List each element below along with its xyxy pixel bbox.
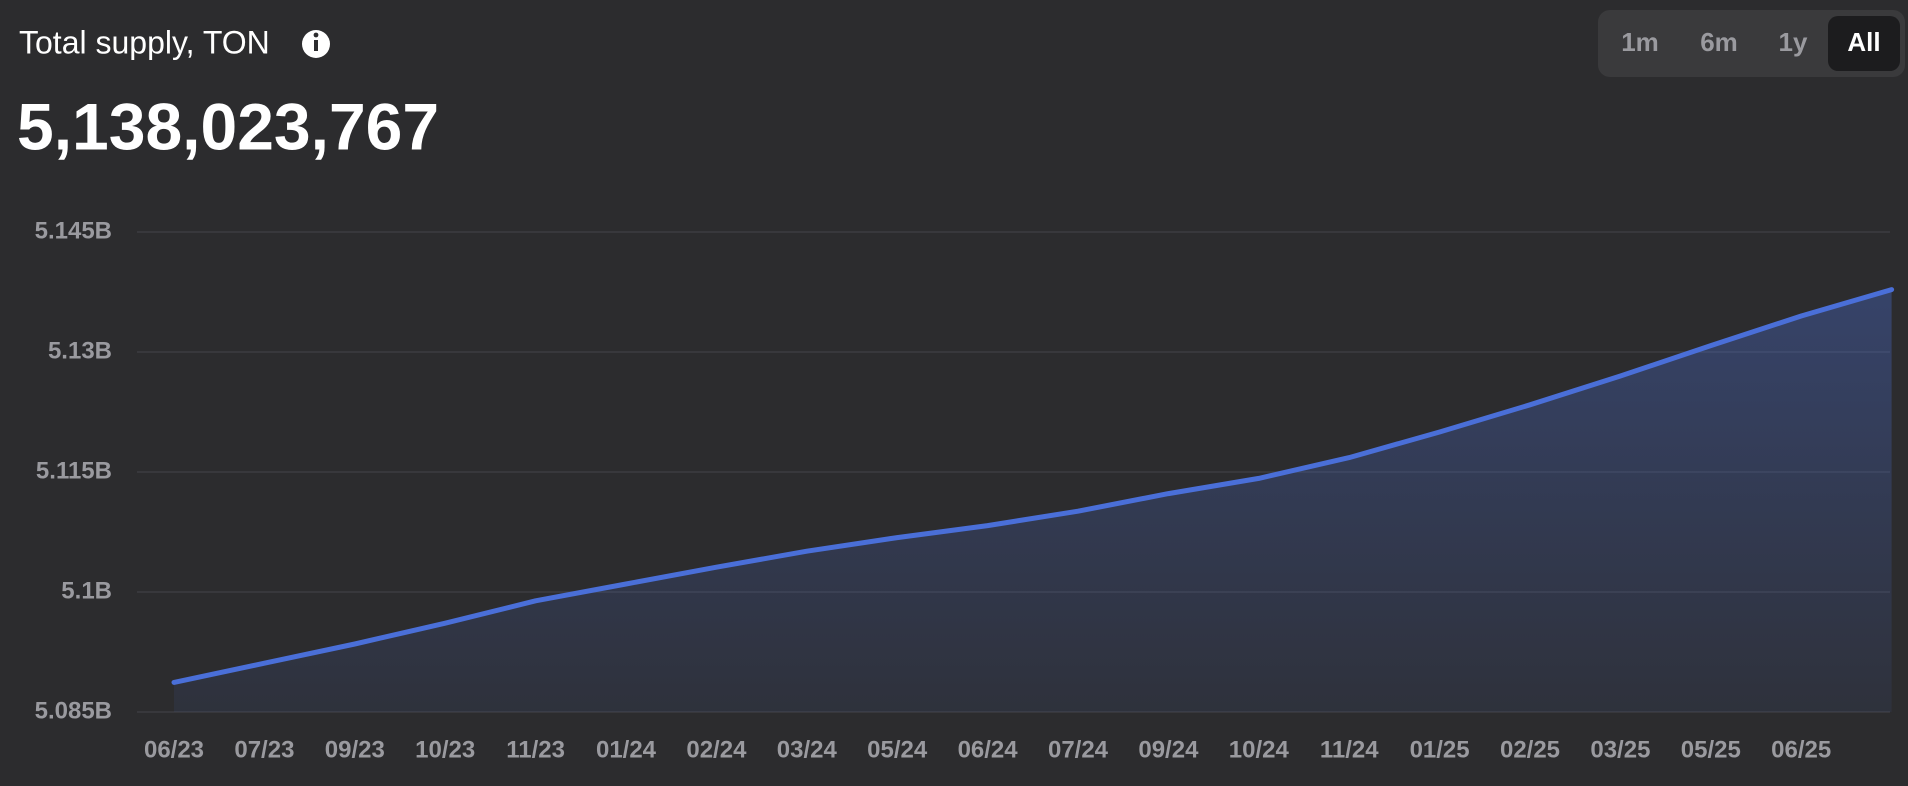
x-tick-label: 09/24	[1138, 736, 1199, 763]
x-tick-label: 07/23	[234, 736, 294, 763]
line	[171, 287, 1895, 685]
x-tick-label: 05/25	[1681, 736, 1741, 763]
range-button[interactable]: All	[1847, 27, 1880, 57]
area	[174, 289, 1892, 712]
x-tick-label: 11/23	[506, 736, 565, 763]
x-tick-label: 06/25	[1771, 736, 1831, 763]
x-tick-label: 07/24	[1048, 736, 1109, 763]
total-value: 5,138,023,767	[17, 89, 439, 163]
x-tick-label: 06/24	[958, 736, 1019, 763]
y-tick-label: 5.115B	[36, 457, 112, 484]
y-tick-label: 5.13B	[48, 337, 112, 364]
y-tick-label: 5.1B	[61, 577, 112, 604]
x-tick-label: 03/24	[777, 736, 838, 763]
range-button[interactable]: 6m	[1700, 27, 1738, 57]
info-icon[interactable]	[302, 30, 330, 58]
x-tick-label: 01/24	[596, 736, 657, 763]
y-tick-label: 5.085B	[35, 697, 112, 724]
y-tick-label: 5.145B	[35, 217, 112, 244]
x-tick-label: 02/24	[686, 736, 747, 763]
x-tick-label: 11/24	[1320, 736, 1379, 763]
x-tick-label: 01/25	[1410, 736, 1470, 763]
range-button[interactable]: 1y	[1779, 27, 1808, 57]
x-tick-label: 09/23	[325, 736, 385, 763]
x-tick-label: 02/25	[1500, 736, 1560, 763]
x-tick-label: 05/24	[867, 736, 928, 763]
range-button[interactable]: 1m	[1621, 27, 1659, 57]
chart-title: Total supply, TON	[19, 24, 270, 60]
x-tick-label: 06/23	[144, 736, 204, 763]
x-tick-label: 10/23	[415, 736, 475, 763]
x-tick-label: 10/24	[1229, 736, 1290, 763]
x-tick-label: 03/25	[1590, 736, 1650, 763]
range-button-active	[1828, 16, 1900, 71]
